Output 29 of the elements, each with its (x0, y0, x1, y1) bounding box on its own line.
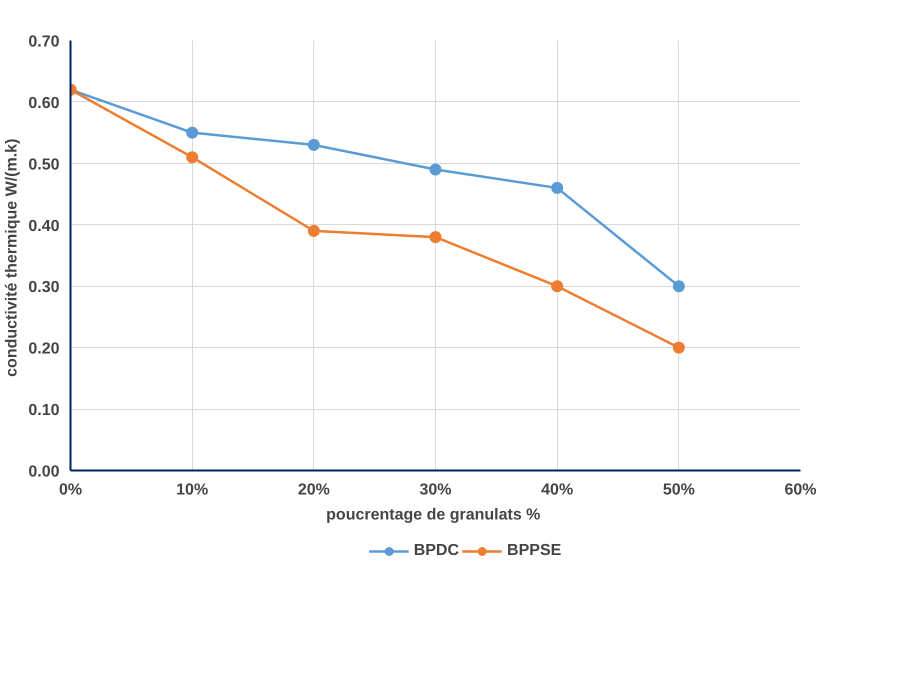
x-tick-label: 40% (541, 482, 574, 498)
y-tick-label: 0.30 (28, 279, 60, 296)
x-tick-label: 30% (419, 482, 452, 498)
point (308, 224, 320, 237)
point (551, 182, 564, 194)
y-tick-label: 0.50 (28, 156, 60, 174)
x-axis-title: poucrentage de granulats % (326, 506, 540, 524)
x-tick-label: 60% (784, 482, 817, 498)
y-tick-label: 0.70 (28, 34, 60, 50)
point (308, 138, 320, 151)
x-tick-label: 0% (58, 482, 82, 498)
y-tick-label: 0.20 (28, 340, 60, 358)
point (430, 231, 442, 244)
point (551, 280, 564, 292)
y-tick-label: 0.60 (28, 94, 60, 112)
point (186, 151, 198, 164)
y-tick-label: 0.10 (28, 402, 60, 420)
point (430, 164, 442, 176)
legend-label: BPPSE (507, 542, 562, 560)
legend-label: BPDC (414, 542, 460, 560)
x-tick-label: 20% (298, 482, 330, 498)
y-tick-label: 0.00 (28, 464, 60, 480)
y-tick-label: 0.40 (28, 218, 60, 235)
x-tick-label: 10% (176, 482, 208, 498)
point (672, 342, 685, 354)
point (672, 280, 685, 292)
point (186, 126, 198, 139)
y-axis-title: conductivité thermique W/(m.k) (3, 138, 20, 377)
x-tick-label: 50% (662, 482, 695, 498)
